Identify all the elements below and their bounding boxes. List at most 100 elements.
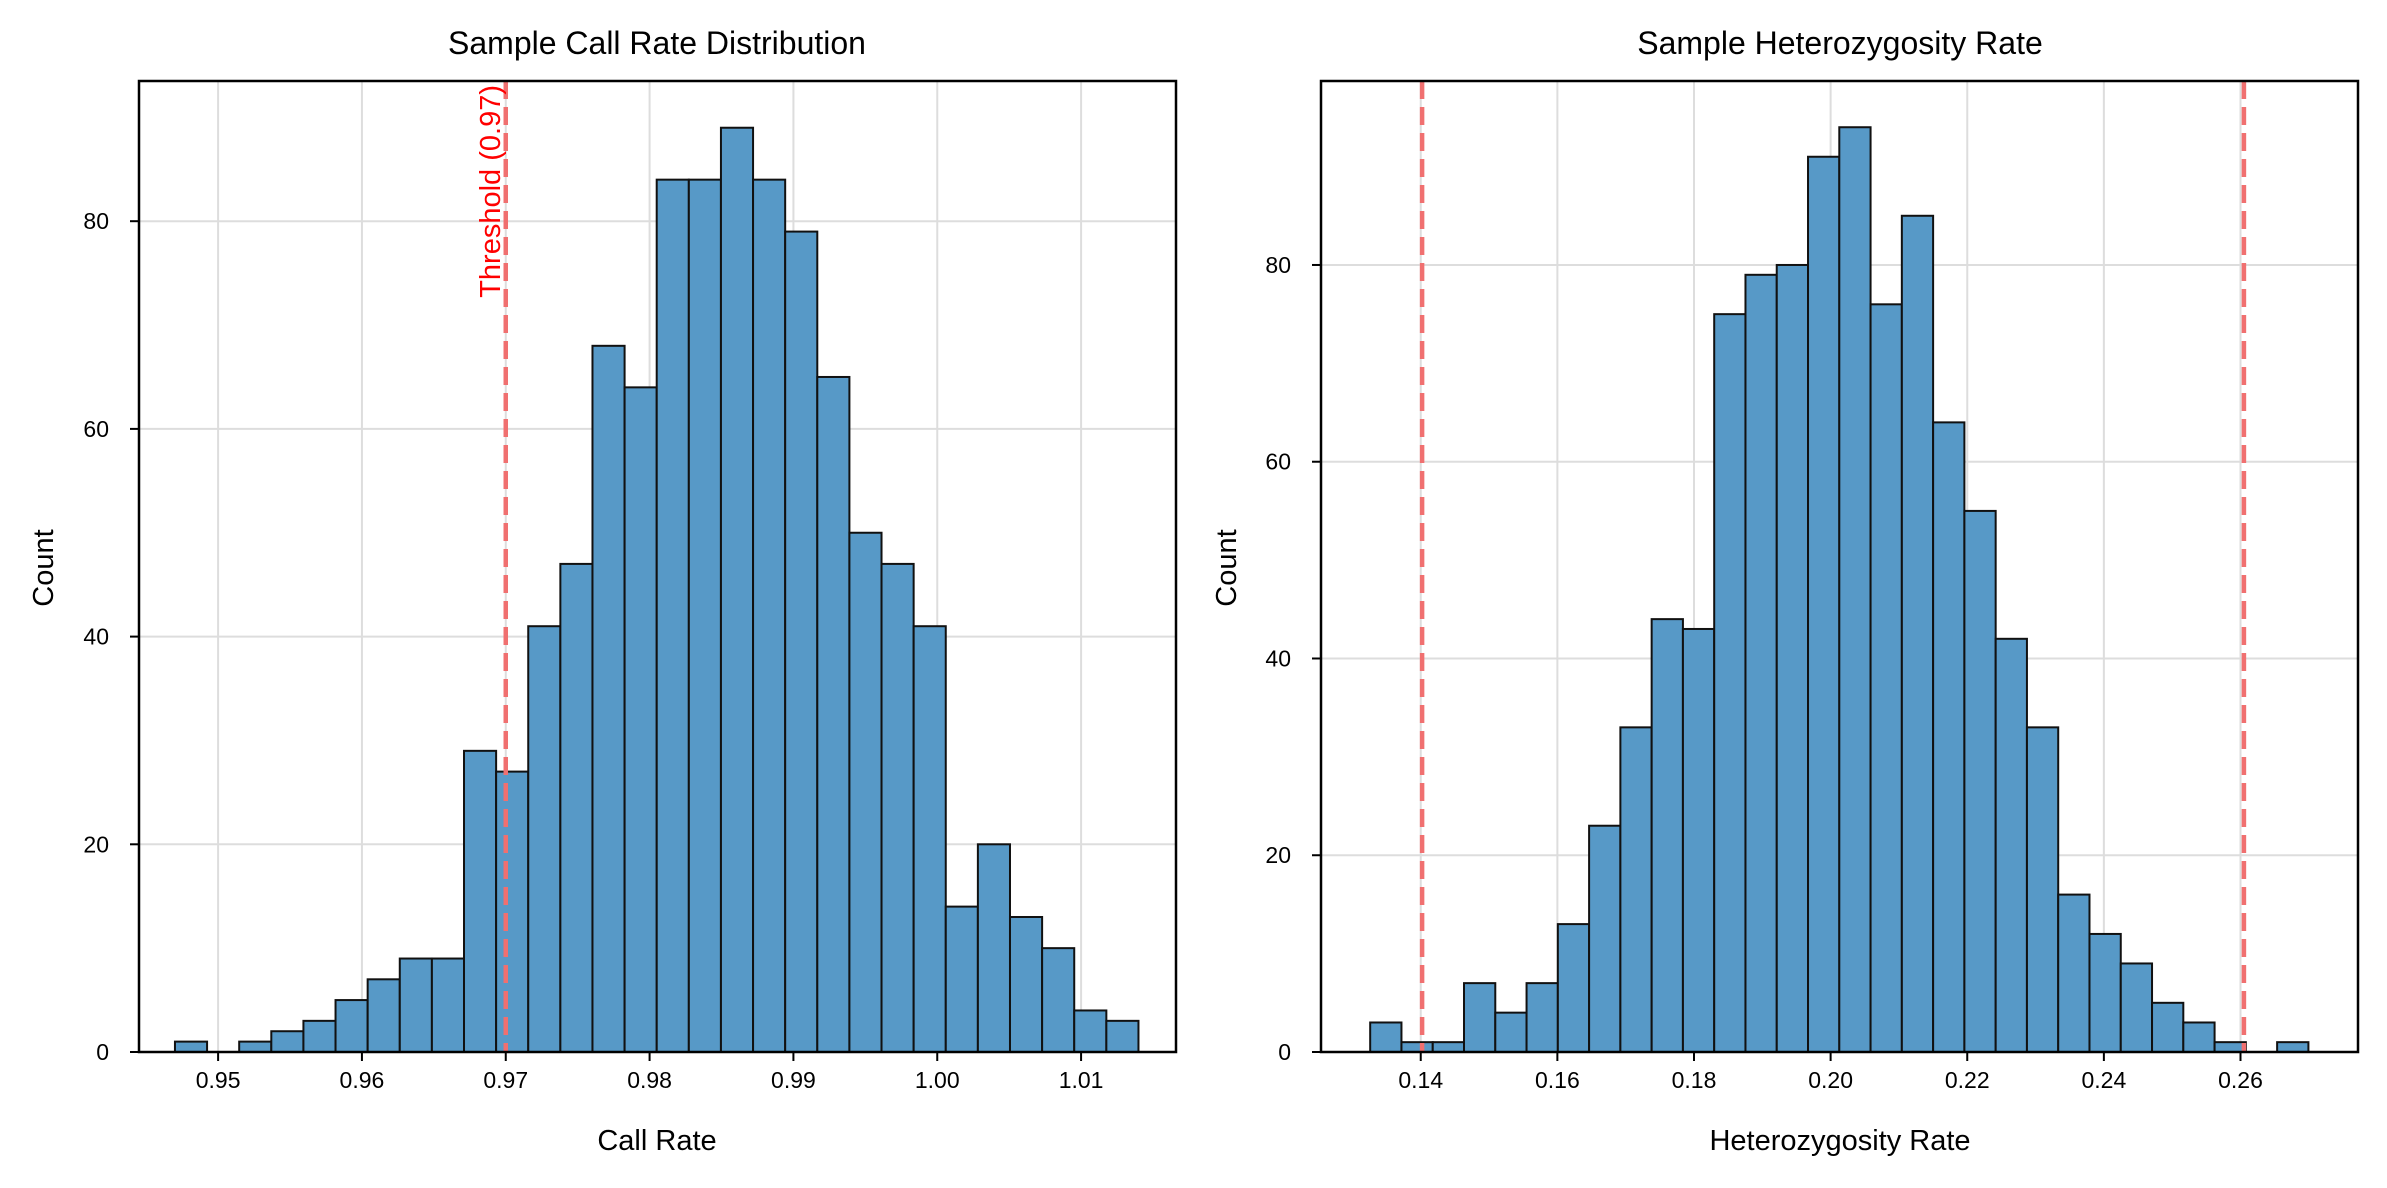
x-tick-label: 0.20 [1808, 1067, 1853, 1093]
plot-frame [137, 79, 1178, 1054]
histogram-bar [1400, 1041, 1434, 1054]
histogram-bar [655, 178, 690, 1053]
histogram-bar [752, 178, 787, 1053]
histogram-bar [2088, 932, 2122, 1054]
histogram-bar [238, 1040, 273, 1054]
histogram-bar [1556, 923, 1591, 1054]
histogram-bar [816, 375, 851, 1053]
chart-title: Sample Call Rate Distribution [448, 25, 866, 61]
y-tick-label: 80 [83, 208, 109, 234]
histogram-bar [2151, 1001, 2185, 1054]
y-tick-label: 40 [1265, 645, 1291, 671]
histogram-bar [463, 749, 498, 1053]
x-tick-label: 0.22 [1945, 1067, 1990, 1093]
histogram-bar [302, 1019, 337, 1053]
y-tick-label: 20 [1265, 842, 1291, 868]
histogram-bar [430, 957, 466, 1053]
histogram-bar [1073, 1009, 1108, 1054]
x-tick-label: 0.16 [1535, 1067, 1580, 1093]
histogram-bar [2119, 962, 2154, 1054]
y-tick-label: 40 [83, 624, 109, 650]
call-rate-histogram: Sample Call Rate Distribution Threshold … [28, 25, 1178, 1157]
histogram-bars [173, 126, 1140, 1054]
threshold-lines: Threshold (0.97) [475, 81, 509, 1052]
histogram-bar [591, 344, 626, 1053]
histogram-bar [1588, 824, 1622, 1053]
histogram-bars [1369, 126, 2310, 1054]
histogram-bar [1994, 637, 2028, 1054]
histogram-bar [1838, 126, 1872, 1053]
y-tick-label: 20 [83, 831, 109, 857]
histogram-bar [2213, 1041, 2247, 1054]
histogram-bar [1932, 421, 1966, 1053]
x-tick-label: 0.95 [196, 1067, 241, 1093]
x-axis-label: Call Rate [597, 1125, 716, 1157]
histogram-bar [912, 625, 947, 1054]
histogram-bar [559, 562, 594, 1053]
x-tick-label: 0.14 [1398, 1067, 1443, 1093]
histogram-bar [398, 957, 433, 1053]
histogram-bar [1463, 982, 1497, 1054]
histogram-bar [1713, 313, 1747, 1053]
x-tick-label: 1.00 [915, 1067, 960, 1093]
histogram-bar [270, 1030, 305, 1054]
heterozygosity-histogram: Sample Heterozygosity Rate 0.14 0.16 0.18 0… [1211, 25, 2360, 1157]
histogram-bar [1008, 915, 1044, 1053]
histogram-bar [495, 770, 530, 1053]
y-tick-label: 0 [96, 1039, 109, 1065]
y-tick-label: 0 [1278, 1039, 1291, 1065]
x-tick-label: 1.01 [1059, 1067, 1104, 1093]
x-axis-label: Heterozygosity Rate [1709, 1125, 1970, 1157]
histogram-bar [1369, 1021, 1403, 1054]
histogram-bar [784, 230, 819, 1053]
histogram-bar [719, 126, 755, 1054]
histogram-bar [1619, 726, 1653, 1053]
histogram-bar [366, 978, 401, 1053]
threshold-lines [1419, 81, 2247, 1052]
histogram-bar [1494, 1011, 1528, 1054]
histogram-bar [1041, 947, 1076, 1053]
histogram-bar [1963, 509, 1997, 1053]
y-tick-label: 80 [1265, 252, 1291, 278]
x-axis-ticks: 0.14 0.16 0.18 0.20 0.22 0.24 0.26 [1398, 1052, 2263, 1093]
histogram-bar [1775, 263, 1810, 1054]
chart-title: Sample Heterozygosity Rate [1637, 25, 2043, 61]
histogram-bar [1650, 618, 1684, 1054]
histogram-bar [334, 999, 369, 1054]
y-axis-label: Count [28, 529, 60, 606]
histogram-bar [1900, 214, 1935, 1054]
x-tick-label: 0.97 [483, 1067, 528, 1093]
x-tick-label: 0.98 [627, 1067, 672, 1093]
y-tick-label: 60 [1265, 449, 1291, 475]
x-axis-ticks: 0.95 0.96 0.97 0.98 0.99 1.00 1.01 [196, 1052, 1104, 1093]
x-tick-label: 0.96 [340, 1067, 385, 1093]
plot-frame [1319, 79, 2360, 1054]
histogram-bar [1525, 982, 1559, 1054]
histogram-bar [687, 178, 722, 1053]
histogram-bar [1431, 1041, 1466, 1054]
x-tick-label: 0.18 [1672, 1067, 1717, 1093]
y-axis-label: Count [1211, 529, 1243, 606]
histogram-bar [1869, 303, 1903, 1053]
threshold-annotation: Threshold (0.97) [475, 85, 507, 298]
histogram-bar [944, 905, 979, 1053]
histogram-bar [173, 1040, 209, 1054]
x-tick-label: 0.99 [771, 1067, 816, 1093]
histogram-bar [976, 843, 1011, 1053]
histogram-bar [1807, 155, 1841, 1053]
histogram-bar [1681, 627, 1716, 1054]
y-axis-ticks: 0 20 40 60 80 [1265, 252, 1321, 1065]
histogram-bar [623, 386, 658, 1053]
histogram-bar [527, 625, 562, 1054]
histogram-bar [1105, 1019, 1140, 1053]
y-axis-ticks: 0 20 40 60 80 [83, 208, 139, 1065]
histogram-bar [2276, 1041, 2310, 1054]
histogram-bar [2182, 1021, 2216, 1054]
x-tick-label: 0.26 [2218, 1067, 2263, 1093]
x-tick-label: 0.24 [2081, 1067, 2126, 1093]
y-tick-label: 60 [83, 416, 109, 442]
histogram-bar [1744, 273, 1778, 1054]
histogram-bar [2057, 893, 2091, 1053]
histogram-bar [2025, 726, 2060, 1053]
